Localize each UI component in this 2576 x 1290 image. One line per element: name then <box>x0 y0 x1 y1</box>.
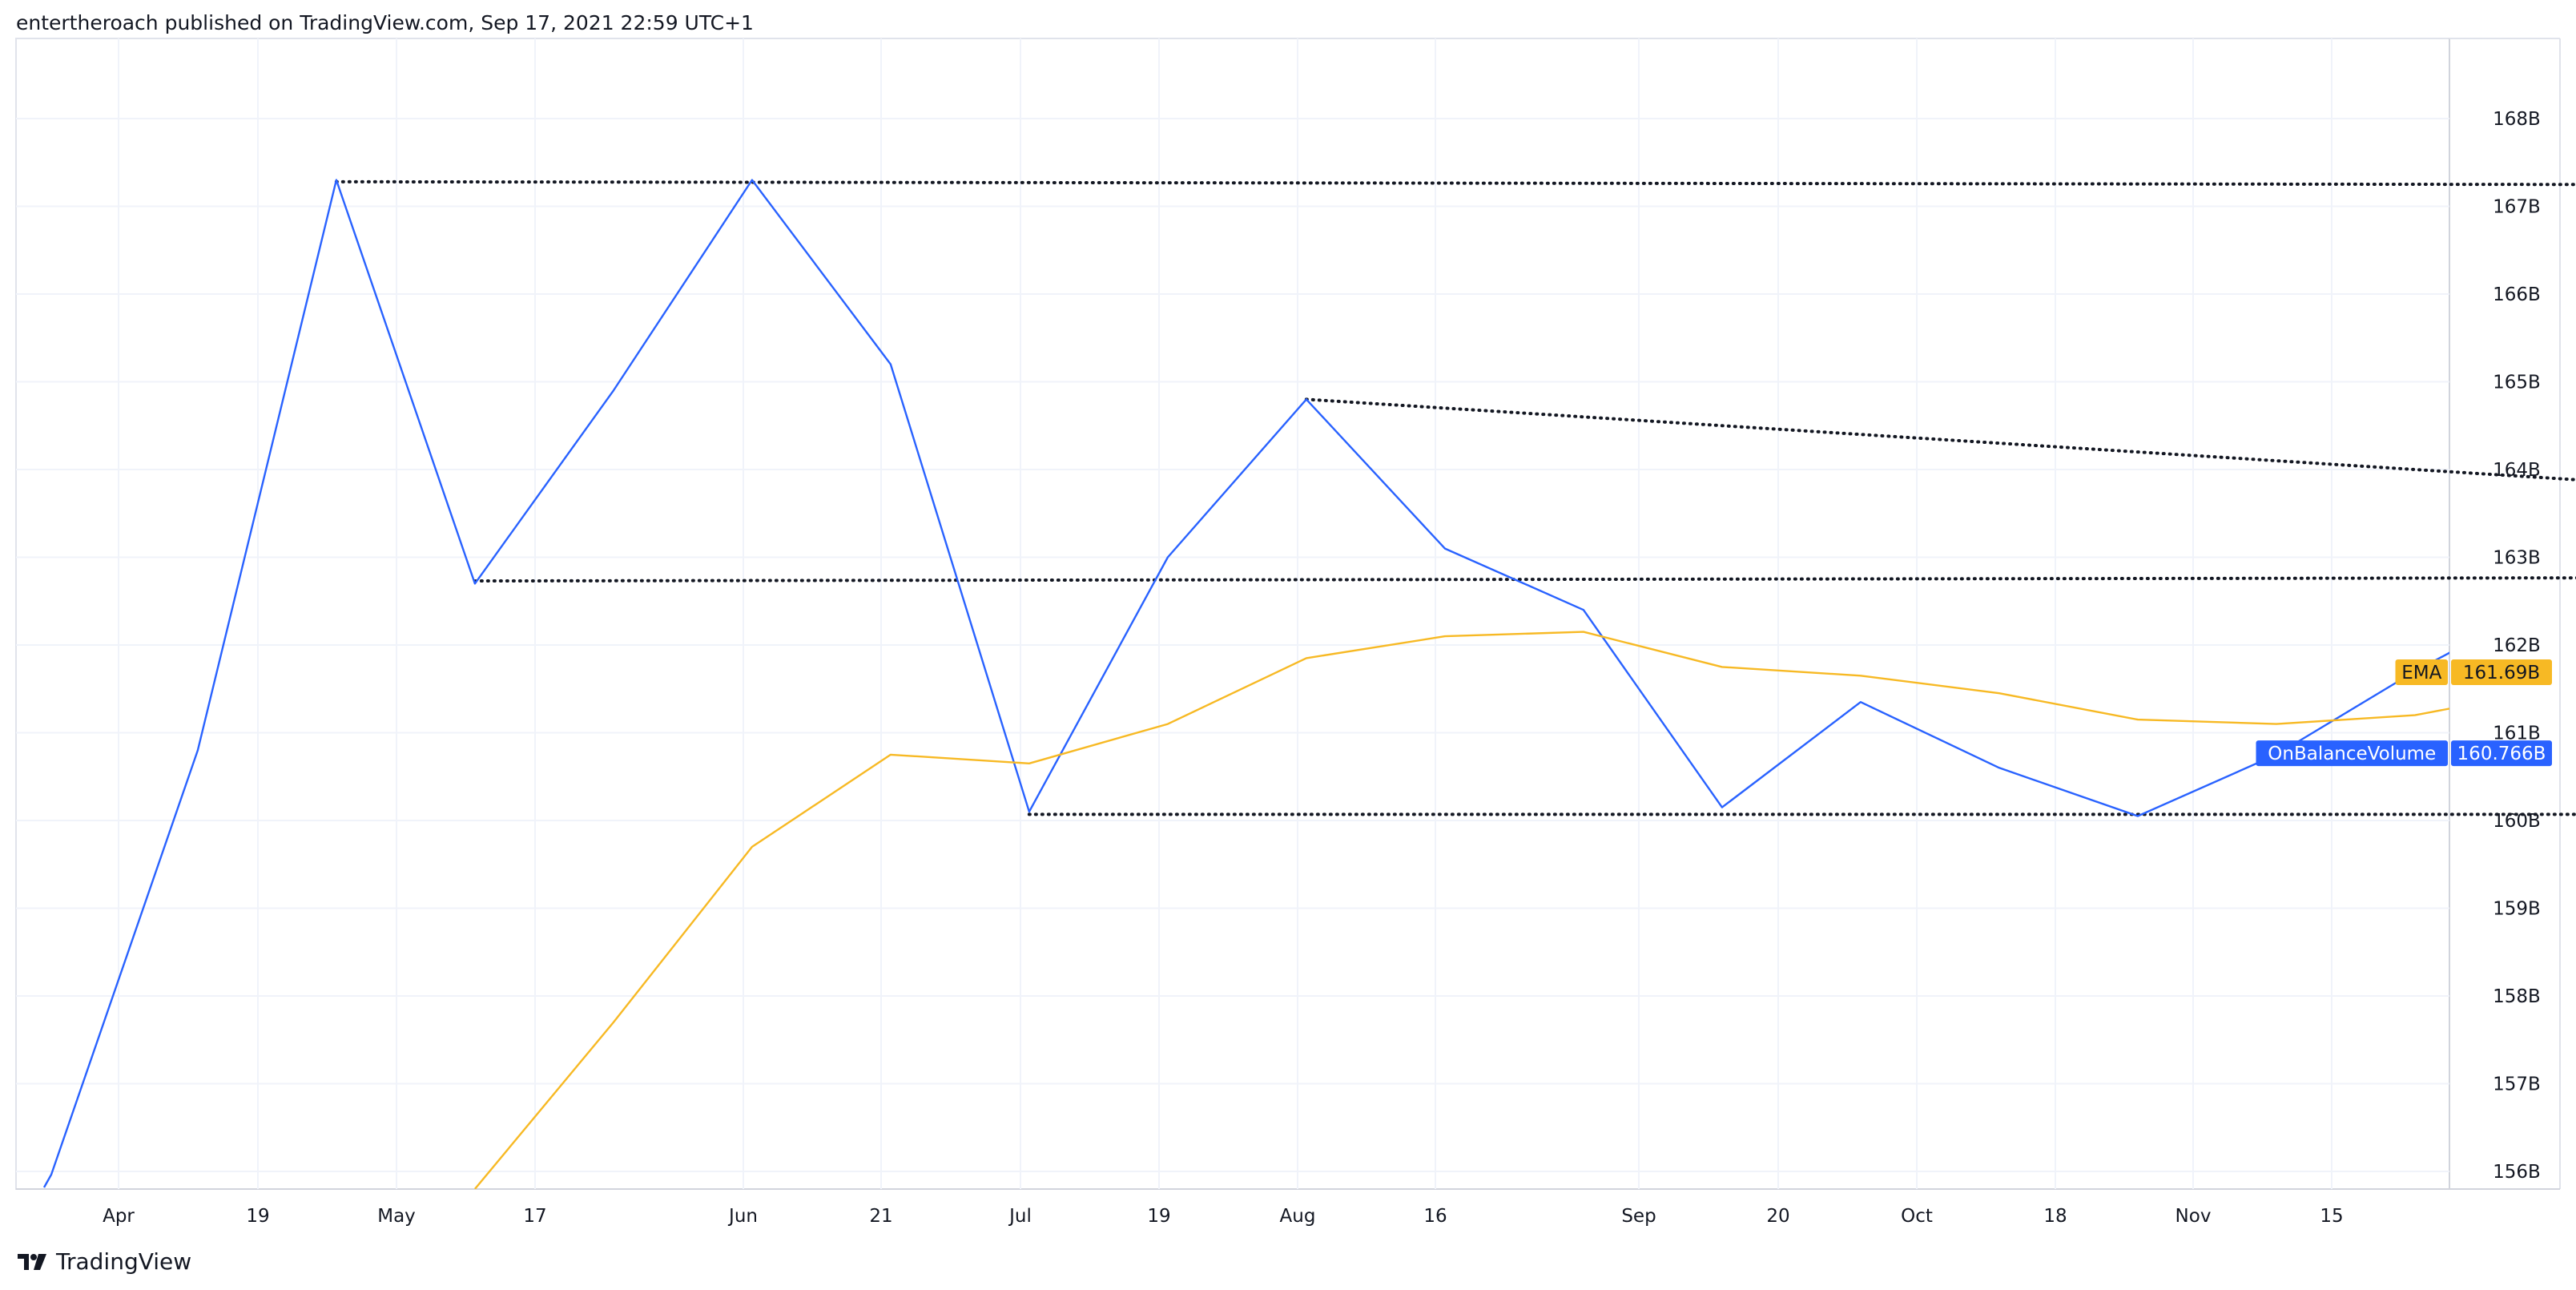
y-tick-label: 157B <box>2493 1074 2541 1095</box>
y-tick-label: 159B <box>2493 899 2541 920</box>
trendline <box>334 179 2576 187</box>
x-tick-label: 15 <box>2320 1206 2343 1227</box>
x-tick-label: 17 <box>523 1206 546 1227</box>
ema-series-line <box>473 631 2449 1189</box>
x-tick-label: Jun <box>727 1206 758 1227</box>
x-tick-label: Sep <box>1621 1206 1656 1227</box>
y-tick-label: 166B <box>2493 284 2541 305</box>
y-tick-label: 162B <box>2493 635 2541 656</box>
x-tick-label: 19 <box>1147 1206 1170 1227</box>
x-tick-label: Aug <box>1280 1206 1316 1227</box>
tradingview-logo-icon <box>18 1253 46 1270</box>
x-tick-label: 18 <box>2043 1206 2067 1227</box>
tradingview-brand: TradingView <box>56 1248 192 1275</box>
footer-branding: TradingView <box>16 1248 191 1275</box>
ema-label-value-text: 161.69B <box>2463 663 2540 683</box>
ema-label-value-tag <box>2451 659 2552 685</box>
obv-series-line <box>42 179 2449 1188</box>
x-tick-label: 20 <box>1766 1206 1789 1227</box>
trendline <box>473 576 2576 583</box>
plot-frame <box>15 38 2450 1190</box>
obv-label-value-text: 160.766B <box>2457 744 2546 764</box>
ema-label-name-tag <box>2395 659 2448 685</box>
obv-label-value-tag <box>2451 740 2552 767</box>
publisher-header: entertheroach published on TradingView.c… <box>16 11 754 34</box>
y-tick-label: 167B <box>2493 197 2541 218</box>
y-tick-label: 165B <box>2493 373 2541 393</box>
obv-label-name-text: OnBalanceVolume <box>2268 744 2436 764</box>
x-tick-label: May <box>377 1206 416 1227</box>
x-tick-label: 19 <box>246 1206 269 1227</box>
y-tick-label: 156B <box>2493 1162 2541 1183</box>
y-tick-label: 158B <box>2493 986 2541 1007</box>
ema-label-name-text: EMA <box>2401 663 2441 683</box>
x-tick-label: Jul <box>1008 1206 1032 1227</box>
obv-label-name-tag <box>2256 740 2448 767</box>
x-tick-label: 16 <box>1423 1206 1447 1227</box>
x-tick-label: Apr <box>103 1206 135 1227</box>
x-tick-label: 21 <box>869 1206 892 1227</box>
y-tick-label: 163B <box>2493 548 2541 569</box>
x-tick-label: Nov <box>2176 1206 2212 1227</box>
y-tick-label: 168B <box>2493 109 2541 130</box>
x-tick-label: Oct <box>1901 1206 1933 1227</box>
